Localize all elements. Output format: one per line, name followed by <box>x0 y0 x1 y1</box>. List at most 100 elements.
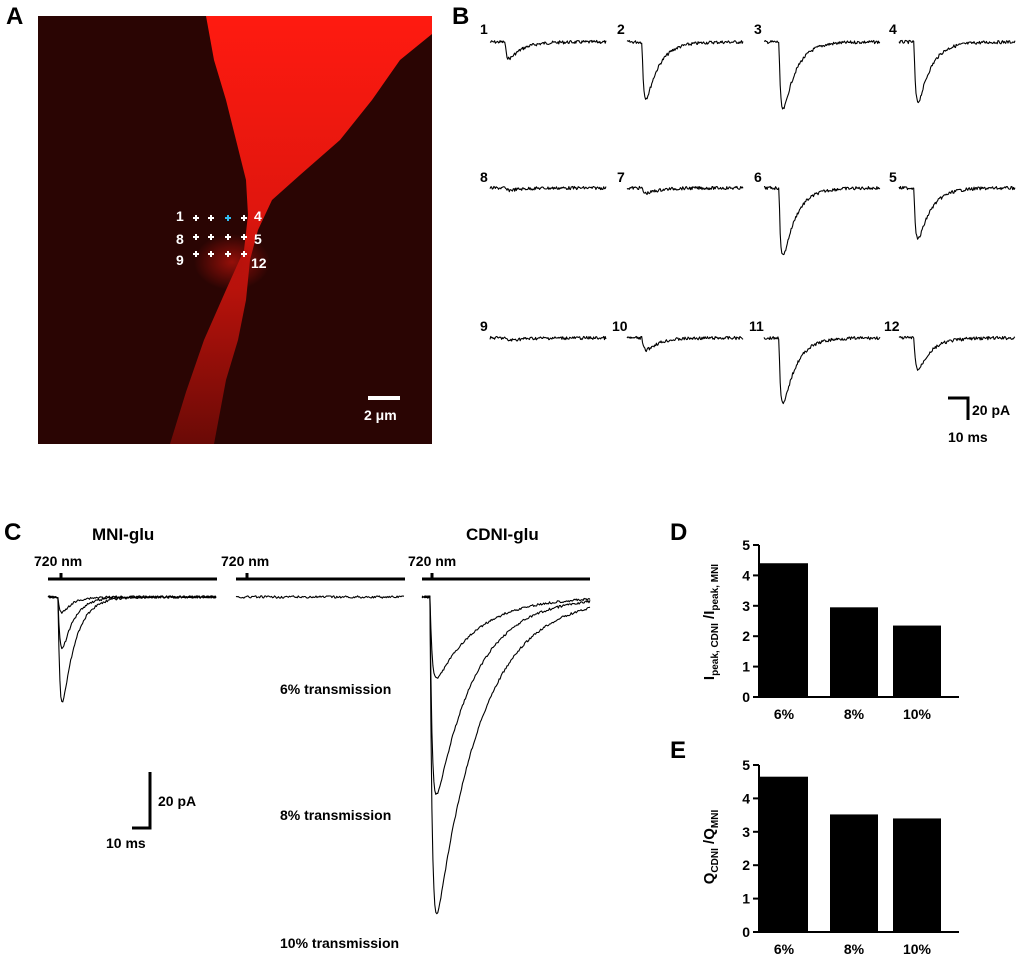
chart-e-ytick-label-1: 1 <box>742 891 750 907</box>
chart-d-bar-1 <box>760 563 808 697</box>
chart-e-bar-1 <box>760 776 808 932</box>
laser-markers: 720 nm 720 nm 720 nm <box>34 553 590 581</box>
trace-label-8: 8 <box>480 169 488 185</box>
chart-e-category-label-2: 8% <box>844 941 865 954</box>
scale-bar-b <box>948 396 970 420</box>
trace-label-12: 12 <box>884 318 900 334</box>
chart-e-ytick-label-4: 4 <box>742 790 750 806</box>
chart-e-ylabel: QCDNI /QMNI <box>701 810 721 885</box>
epsc-trace-12 <box>898 335 1016 371</box>
scale-c-y-label: 20 pA <box>158 793 196 809</box>
uncaging-spot-4 <box>241 215 247 221</box>
panel-b-scale: 20 pA 10 ms <box>948 396 1010 445</box>
panel-c-traces <box>47 595 591 915</box>
panel-letter-c: C <box>4 519 21 546</box>
panel-b-traces <box>489 39 1016 405</box>
panel-c-scale: 20 pA 10 ms <box>106 772 196 851</box>
epsc-trace-3 <box>764 39 881 110</box>
chart-d-bar-3 <box>893 625 941 697</box>
chart-d-ytick-label-2: 2 <box>742 628 750 644</box>
control-trace <box>235 595 405 599</box>
chart-e-ytick-label-5: 5 <box>742 757 750 773</box>
uncaging-spot-1 <box>193 215 199 221</box>
scale-bar-c <box>132 772 152 830</box>
epsc-trace-9 <box>489 335 607 342</box>
scale-b-x-label: 10 ms <box>948 429 988 445</box>
scale-bar-label: 2 μm <box>364 407 397 423</box>
trace-label-6: 6 <box>754 169 762 185</box>
epsc-trace-5 <box>489 185 607 193</box>
uncaging-spot-8 <box>241 234 247 240</box>
panel-letter-d: D <box>670 519 687 546</box>
spot-label-9: 9 <box>176 252 184 268</box>
epsc-trace-7 <box>763 185 881 256</box>
trace-label-2: 2 <box>617 21 625 37</box>
title-mni-glu: MNI-glu <box>92 525 154 544</box>
chart-d-ylabel: Ipeak, CDNI /Ipeak, MNI <box>701 564 721 680</box>
uncaging-spot-6 <box>208 234 214 240</box>
dendrite-shape <box>170 16 432 444</box>
chart-d-ytick-label-0: 0 <box>742 689 750 705</box>
panel-letter-b: B <box>452 3 469 30</box>
chart-e-ytick-label-3: 3 <box>742 824 750 840</box>
transmission-label-10: 10% transmission <box>280 935 399 951</box>
chart-d-ytick-label-5: 5 <box>742 537 750 553</box>
chart-e-ytick-label-0: 0 <box>742 924 750 940</box>
chart-e-bar-3 <box>893 818 941 932</box>
laser-label-control: 720 nm <box>221 553 269 569</box>
chart-e-bar-2 <box>830 814 878 932</box>
chart-d-ytick-label-3: 3 <box>742 598 750 614</box>
trace-label-10: 10 <box>612 318 628 334</box>
transmission-label-6: 6% transmission <box>280 681 391 697</box>
epsc-trace-6 <box>626 185 744 196</box>
spot-label-4: 4 <box>254 208 262 224</box>
chart-d-category-label-2: 8% <box>844 706 865 722</box>
chart-d-bar-2 <box>830 607 878 697</box>
chart-d-category-label-1: 6% <box>774 706 795 722</box>
uncaging-spot-5 <box>193 234 199 240</box>
uncaging-spot-7 <box>225 234 231 240</box>
trace-label-9: 9 <box>480 318 488 334</box>
trace-label-3: 3 <box>754 21 762 37</box>
epsc-trace-1 <box>489 39 607 61</box>
panel-b-labels: 1 2 3 4 8 7 6 5 9 10 11 12 <box>480 21 900 334</box>
uncaging-spot-10 <box>208 251 214 257</box>
trace-label-11: 11 <box>749 318 764 334</box>
cdni-trace-10pct <box>421 595 591 915</box>
spot-label-5: 5 <box>254 231 262 247</box>
chart-d-ytick-label-4: 4 <box>742 567 750 583</box>
trace-label-5: 5 <box>889 169 897 185</box>
uncaging-spot-grid <box>193 215 247 257</box>
uncaging-spot-2 <box>208 215 214 221</box>
scale-b-y-label: 20 pA <box>972 402 1010 418</box>
trace-label-4: 4 <box>889 21 897 37</box>
cdni-trace-6pct <box>421 595 591 679</box>
chart-e: 0 1 2 3 4 5 6% 8% 10% <box>742 757 959 954</box>
scale-c-x-label: 10 ms <box>106 835 146 851</box>
spot-label-8: 8 <box>176 231 184 247</box>
cdni-trace-8pct <box>421 595 591 795</box>
chart-e-category-label-3: 10% <box>903 941 932 954</box>
chart-d: 0 1 2 3 4 5 6% 8% 10% <box>742 537 959 722</box>
panel-letter-a: A <box>6 3 23 30</box>
chart-e-category-label-1: 6% <box>774 941 795 954</box>
trace-label-7: 7 <box>617 169 625 185</box>
epsc-trace-10 <box>626 335 744 353</box>
epsc-trace-2 <box>626 39 744 100</box>
uncaging-spot-9 <box>193 251 199 257</box>
epsc-trace-11 <box>763 336 881 405</box>
spot-label-1: 1 <box>176 208 184 224</box>
mni-trace-6pct <box>47 595 217 614</box>
laser-label-mni: 720 nm <box>34 553 82 569</box>
panel-a-image: 1 4 8 5 9 12 2 μm <box>38 16 432 444</box>
epsc-trace-8 <box>898 185 1016 240</box>
transmission-label-8: 8% transmission <box>280 807 391 823</box>
chart-d-ytick-label-1: 1 <box>742 659 750 675</box>
panel-letter-e: E <box>670 737 686 764</box>
uncaging-spot-11 <box>225 251 231 257</box>
spine-glow <box>194 234 270 290</box>
chart-d-category-label-3: 10% <box>903 706 932 722</box>
uncaging-spot-12 <box>241 251 247 257</box>
trace-label-1: 1 <box>480 21 488 37</box>
